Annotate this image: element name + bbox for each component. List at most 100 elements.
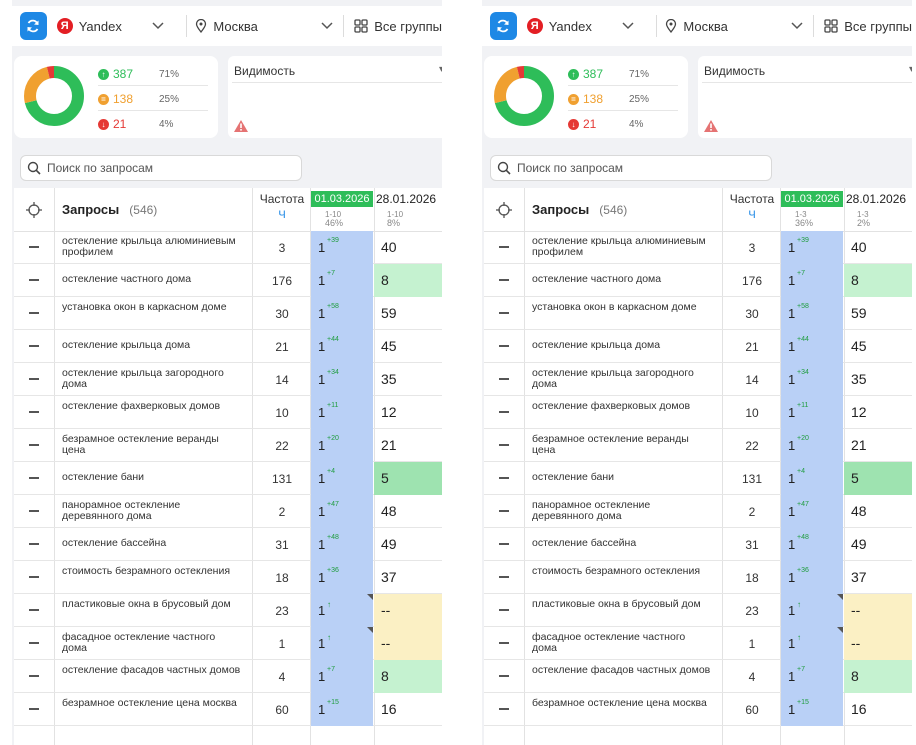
query-text[interactable]: безрамное остекление веранды цена <box>532 433 689 456</box>
position-current-cell[interactable]: 1 +58 <box>781 297 843 330</box>
row-toggle-icon[interactable] <box>29 345 39 347</box>
row-toggle-icon[interactable] <box>499 312 509 314</box>
position-previous-cell[interactable]: 37 <box>844 561 912 594</box>
query-text[interactable]: остекление крыльца дома <box>62 339 191 351</box>
query-text[interactable]: безрамное остекление цена москва <box>62 697 237 709</box>
position-previous-cell[interactable]: 49 <box>374 528 442 561</box>
query-text[interactable]: остекление частного дома <box>532 273 662 285</box>
table-row[interactable]: пластиковые окна в брусовый дом 23 1 ↑ -… <box>14 594 442 627</box>
row-toggle-icon[interactable] <box>29 576 39 578</box>
position-previous-cell[interactable]: 21 <box>374 429 442 462</box>
position-previous-cell[interactable]: 12 <box>844 396 912 429</box>
table-row[interactable]: фасадное остекление частного дома 1 1 ↑ … <box>14 627 442 660</box>
query-text[interactable]: остекление бани <box>532 471 614 483</box>
row-toggle-icon[interactable] <box>499 477 509 479</box>
position-current-cell[interactable]: 1 +11 <box>311 396 373 429</box>
table-row[interactable]: остекление бассейна 31 1 +48 49 <box>484 528 912 561</box>
position-current-cell[interactable]: 1 +47 <box>781 495 843 528</box>
position-current-cell[interactable]: 1 +58 <box>311 297 373 330</box>
chevron-down-icon[interactable]: ▾ <box>438 64 442 75</box>
position-previous-cell[interactable]: 8 <box>374 264 442 297</box>
table-row[interactable]: остекление фахверковых домов 10 1 +11 12 <box>14 396 442 429</box>
position-previous-cell[interactable]: 37 <box>374 561 442 594</box>
table-row[interactable]: остекление бани 131 1 +4 5 <box>14 462 442 495</box>
row-toggle-icon[interactable] <box>499 510 509 512</box>
table-row[interactable]: установка окон в каркасном доме 30 1 +58… <box>14 297 442 330</box>
position-previous-cell[interactable]: 5 <box>374 462 442 495</box>
row-toggle-icon[interactable] <box>29 279 39 281</box>
position-previous-cell[interactable]: 40 <box>844 231 912 264</box>
table-row[interactable]: остекление частного дома 176 1 +7 8 <box>14 264 442 297</box>
row-toggle-icon[interactable] <box>29 543 39 545</box>
position-current-cell[interactable]: 1 +44 <box>781 330 843 363</box>
position-current-cell[interactable]: 1 +20 <box>781 429 843 462</box>
position-current-cell[interactable]: 1 +39 <box>311 231 373 264</box>
date1-header[interactable]: 01.03.2026 <box>311 191 373 207</box>
query-text[interactable]: остекление фасадов частных домов <box>532 664 711 676</box>
groups-select[interactable]: Все группы <box>824 6 912 46</box>
date2-header[interactable]: 28.01.2026 <box>376 192 437 206</box>
position-previous-cell[interactable]: 59 <box>844 297 912 330</box>
position-current-cell[interactable]: 1 +44 <box>311 330 373 363</box>
row-toggle-icon[interactable] <box>29 675 39 677</box>
position-previous-cell[interactable]: 48 <box>844 495 912 528</box>
query-text[interactable]: остекление крыльца алюминиевым профилем <box>62 235 236 258</box>
table-row[interactable]: остекление крыльца алюминиевым профилем … <box>14 231 442 264</box>
row-toggle-icon[interactable] <box>29 444 39 446</box>
position-current-cell[interactable]: 1 +34 <box>311 363 373 396</box>
query-text[interactable]: установка окон в каркасном доме <box>62 301 227 313</box>
row-toggle-icon[interactable] <box>499 543 509 545</box>
position-current-cell[interactable]: 1 +48 <box>311 528 373 561</box>
position-previous-cell[interactable]: 45 <box>374 330 442 363</box>
table-row[interactable]: остекление крыльца загородного дома 14 1… <box>14 363 442 396</box>
query-text[interactable]: остекление фахверковых домов <box>62 400 221 412</box>
engine-select[interactable]: Я Yandex <box>56 6 187 46</box>
query-text[interactable]: безрамное остекление цена москва <box>532 697 707 709</box>
position-current-cell[interactable]: 1 +48 <box>781 528 843 561</box>
row-toggle-icon[interactable] <box>29 312 39 314</box>
query-text[interactable]: остекление крыльца дома <box>532 339 661 351</box>
region-select[interactable]: Москва <box>665 6 813 46</box>
refresh-button[interactable] <box>490 12 517 40</box>
query-text[interactable]: фасадное остекление частного дома <box>62 631 216 654</box>
frequency-header[interactable]: Частота <box>729 192 775 206</box>
row-toggle-icon[interactable] <box>29 609 39 611</box>
position-current-cell[interactable]: 1 +15 <box>781 693 843 726</box>
search-input[interactable]: Поиск по запросам <box>490 155 772 181</box>
position-previous-cell[interactable]: -- <box>374 627 442 660</box>
row-toggle-icon[interactable] <box>29 246 39 248</box>
query-text[interactable]: безрамное остекление веранды цена <box>62 433 219 456</box>
query-text[interactable]: остекление бассейна <box>532 537 637 549</box>
refresh-button[interactable] <box>20 12 47 40</box>
table-row[interactable]: остекление частного дома 176 1 +7 8 <box>484 264 912 297</box>
position-current-cell[interactable]: 1 ↑ <box>781 627 843 660</box>
row-toggle-icon[interactable] <box>499 411 509 413</box>
position-previous-cell[interactable]: 48 <box>374 495 442 528</box>
engine-select[interactable]: Я Yandex <box>526 6 657 46</box>
table-row[interactable]: остекление бассейна 31 1 +48 49 <box>14 528 442 561</box>
crosshair-icon[interactable] <box>26 202 42 218</box>
query-text[interactable]: панорамное остекление деревянного дома <box>532 499 651 522</box>
date1-header[interactable]: 01.03.2026 <box>781 191 843 207</box>
query-text[interactable]: остекление частного дома <box>62 273 192 285</box>
position-previous-cell[interactable]: 16 <box>844 693 912 726</box>
query-text[interactable]: остекление крыльца загородного дома <box>62 367 224 390</box>
table-row[interactable]: остекление фасадов частных домов 4 1 +7 … <box>484 660 912 693</box>
position-previous-cell[interactable]: 35 <box>374 363 442 396</box>
position-previous-cell[interactable]: 49 <box>844 528 912 561</box>
position-current-cell[interactable]: 1 +36 <box>311 561 373 594</box>
position-current-cell[interactable]: 1 +15 <box>311 693 373 726</box>
position-previous-cell[interactable]: 16 <box>374 693 442 726</box>
position-previous-cell[interactable]: -- <box>374 594 442 627</box>
query-text[interactable]: пластиковые окна в брусовый дом <box>62 598 231 610</box>
date2-header[interactable]: 28.01.2026 <box>846 192 907 206</box>
queries-header[interactable]: Запросы (546) <box>62 202 157 217</box>
row-toggle-icon[interactable] <box>499 576 509 578</box>
position-current-cell[interactable]: 1 +39 <box>781 231 843 264</box>
row-toggle-icon[interactable] <box>499 642 509 644</box>
groups-select[interactable]: Все группы <box>354 6 442 46</box>
row-toggle-icon[interactable] <box>29 708 39 710</box>
position-previous-cell[interactable]: 8 <box>374 660 442 693</box>
table-row[interactable]: остекление фахверковых домов 10 1 +11 12 <box>484 396 912 429</box>
row-toggle-icon[interactable] <box>499 444 509 446</box>
